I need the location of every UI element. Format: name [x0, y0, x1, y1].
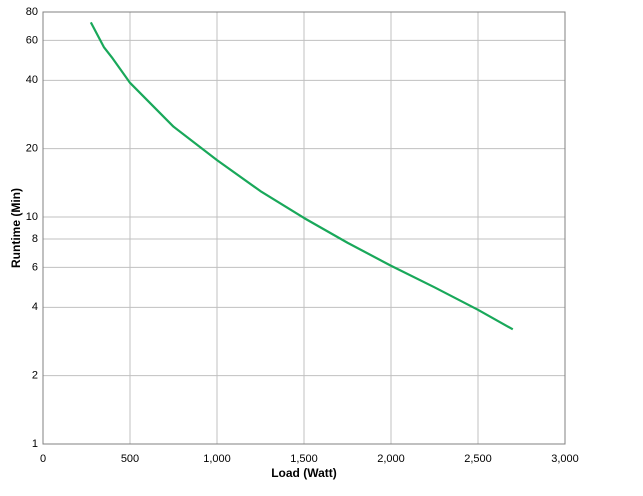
y-tick-label: 10 — [26, 211, 38, 223]
x-tick-label: 0 — [40, 453, 46, 465]
y-tick-label: 8 — [32, 233, 38, 245]
y-axis-label: Runtime (Min) — [9, 188, 23, 268]
y-tick-label: 6 — [32, 261, 38, 273]
x-tick-label: 500 — [121, 453, 139, 465]
y-tick-label: 4 — [32, 301, 38, 313]
x-tick-label: 1,500 — [290, 453, 318, 465]
y-tick-label: 60 — [26, 34, 38, 46]
x-tick-label: 2,500 — [464, 453, 492, 465]
plot-border — [42, 11, 566, 445]
y-tick-label: 1 — [32, 438, 38, 450]
y-tick-label: 80 — [26, 6, 38, 18]
line — [89, 21, 514, 331]
x-tick-label: 2,000 — [377, 453, 405, 465]
x-tick-label: 3,000 — [551, 453, 579, 465]
x-tick-label: 1,000 — [203, 453, 231, 465]
y-tick-label: 2 — [32, 370, 38, 382]
x-axis-label: Load (Watt) — [271, 466, 337, 480]
y-tick-label: 20 — [26, 143, 38, 155]
y-tick-label: 40 — [26, 74, 38, 86]
